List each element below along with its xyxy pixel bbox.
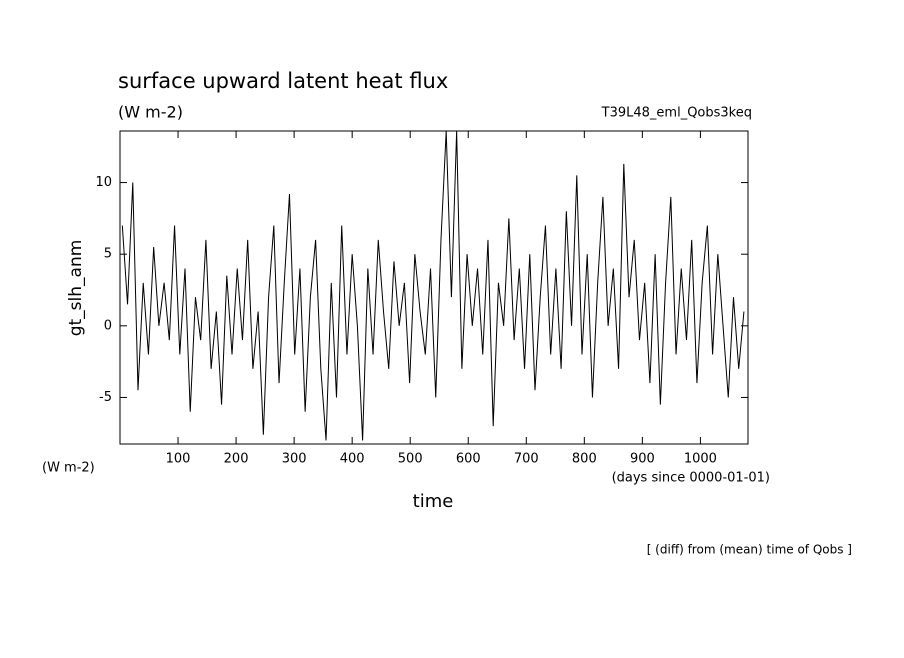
x-tick-label: 100 bbox=[166, 452, 191, 467]
plot-frame bbox=[119, 130, 749, 445]
footnote: [ (diff) from (mean) time of Qobs ] bbox=[647, 543, 852, 557]
x-tick-label: 200 bbox=[224, 452, 249, 467]
x-tick-label: 400 bbox=[340, 452, 365, 467]
x-axis-label: time bbox=[413, 491, 454, 512]
x-tick-label: 800 bbox=[572, 452, 597, 467]
x-tick-label: 700 bbox=[514, 452, 539, 467]
run-label: T39L48_eml_Qobs3keq bbox=[601, 106, 752, 121]
x-tick-label: 600 bbox=[456, 452, 481, 467]
x-tick-label: 300 bbox=[282, 452, 307, 467]
y-axis-label: gt_slh_anm bbox=[66, 240, 86, 337]
x-units: (days since 0000-01-01) bbox=[612, 471, 770, 486]
data-line bbox=[121, 131, 745, 441]
y-tick-label: 5 bbox=[104, 247, 112, 262]
y-tick-label: 0 bbox=[104, 318, 112, 333]
x-tick-label: 1000 bbox=[684, 452, 717, 467]
y-tick-label: -5 bbox=[99, 390, 112, 405]
chart-title: surface upward latent heat flux bbox=[118, 69, 448, 93]
y-units: (W m-2) bbox=[42, 461, 95, 476]
y-tick-label: 10 bbox=[95, 175, 112, 190]
subtitle: (W m-2) bbox=[118, 103, 183, 122]
x-tick-label: 500 bbox=[398, 452, 423, 467]
x-tick-label: 900 bbox=[630, 452, 655, 467]
